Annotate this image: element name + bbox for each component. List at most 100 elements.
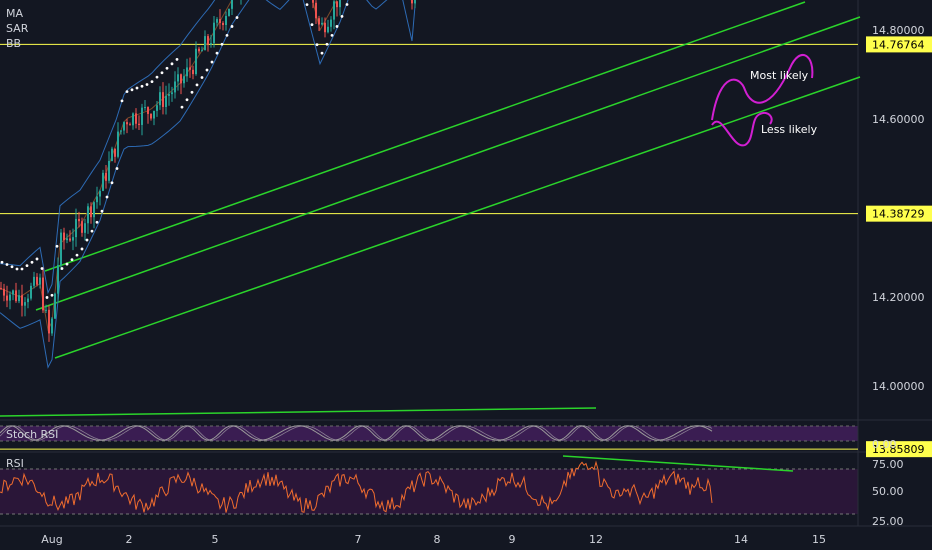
candle-body — [318, 18, 320, 25]
candle-body — [30, 285, 32, 299]
candle-body — [84, 223, 86, 233]
sar-dot — [35, 257, 39, 261]
trend-channel — [0, 1, 861, 472]
bb-upper — [0, 0, 216, 295]
sar-dot — [140, 84, 144, 88]
time-tick-label: 7 — [355, 533, 362, 546]
candle-body — [225, 15, 227, 25]
candle-body — [54, 293, 56, 319]
time-tick-label: 12 — [589, 533, 603, 546]
sar-dot — [0, 260, 4, 264]
candle-body — [126, 122, 128, 125]
level-badge — [866, 205, 932, 222]
sar-dot — [305, 3, 309, 7]
stoch-band — [0, 426, 858, 441]
sar-dot — [150, 80, 154, 84]
price-tick-label: 14.20000 — [872, 291, 925, 304]
candle-body — [96, 196, 98, 203]
candle-body — [192, 69, 194, 75]
candle-body — [195, 48, 197, 75]
sar-dot — [135, 86, 139, 90]
level-badge — [866, 441, 932, 458]
sar-dot — [210, 60, 214, 64]
candle-body — [117, 131, 119, 157]
time-tick-label: 15 — [812, 533, 826, 546]
sar-dot — [225, 33, 229, 37]
candle-body — [63, 232, 65, 241]
sar-dot — [65, 262, 69, 266]
bb-lower — [0, 0, 417, 369]
sar-dot — [95, 220, 99, 224]
candle-body — [333, 1, 335, 20]
candle-body — [201, 50, 203, 52]
candle-body — [336, 1, 338, 8]
sar-dot — [10, 265, 14, 269]
rsi-title[interactable]: RSI — [6, 457, 24, 470]
annotations: Most likely Less likely — [711, 54, 818, 147]
indicator-label-bb[interactable]: BB — [6, 37, 22, 50]
candle-body — [114, 148, 116, 157]
sar-dot — [170, 62, 174, 66]
sar-dot — [115, 167, 119, 170]
candle-body — [210, 43, 212, 45]
rsi-tick-label: 25.00 — [872, 515, 904, 528]
candle-body — [132, 113, 134, 126]
sar-dot — [235, 16, 239, 19]
sar-dot — [200, 76, 204, 79]
sar-dot — [20, 267, 24, 271]
candle-body — [186, 67, 188, 77]
sar-dot — [60, 267, 64, 270]
indicator-label-sar[interactable]: SAR — [6, 22, 29, 35]
sar-dot — [220, 42, 224, 46]
channel-line-0 — [44, 1, 806, 272]
sar-dot — [335, 25, 339, 28]
candle-body — [222, 22, 224, 25]
candle-body — [27, 298, 29, 303]
candle-body — [57, 265, 59, 294]
price-tick-label: 14.60000 — [872, 113, 925, 126]
scenario-less-likely — [711, 112, 773, 147]
sar-dot — [55, 244, 59, 248]
sar-dot — [125, 90, 129, 93]
candle-body — [159, 92, 161, 106]
rsi-path — [0, 460, 713, 513]
time-axis[interactable]: Aug 2 5 7 8 9 12 14 15 — [41, 533, 826, 546]
sar-dot — [160, 71, 164, 75]
candle-body — [129, 124, 131, 126]
candle-body — [45, 309, 47, 311]
sar-dot — [50, 293, 54, 297]
sar-dot — [180, 105, 184, 109]
rsi-band — [0, 469, 858, 514]
candle-body — [120, 130, 122, 132]
stoch-rsi-title[interactable]: Stoch RSI — [6, 428, 59, 441]
price-axis[interactable]: 15.8000015.6000014.6000014.2000014.00000… — [866, 0, 932, 528]
candle-body — [411, 0, 413, 4]
candle-body — [18, 295, 20, 302]
sar-dot — [325, 42, 329, 46]
sar-dot — [320, 51, 324, 55]
sar-dot — [345, 3, 349, 6]
candle-body — [135, 113, 137, 124]
sar-dot — [155, 75, 159, 79]
sar-dot — [100, 209, 104, 213]
sar-dot — [5, 263, 9, 266]
scenario-most-likely — [711, 54, 814, 121]
candle-body — [6, 295, 8, 301]
candle-body — [3, 288, 5, 296]
indicator-label-ma[interactable]: MA — [6, 7, 24, 20]
candle-body — [105, 172, 107, 181]
level-badge-label: 13.85809 — [872, 443, 925, 456]
stoch-k-line — [0, 425, 713, 441]
candle-body — [99, 190, 101, 197]
stoch-d-line — [0, 425, 713, 441]
candle-body — [180, 74, 182, 84]
sar-dot — [25, 264, 29, 268]
rsi-tick-label: 75.00 — [872, 458, 904, 471]
time-tick-label: 5 — [212, 533, 219, 546]
sar-dot — [90, 229, 94, 233]
candle-body — [90, 206, 92, 218]
candle-body — [165, 95, 167, 107]
sar-dot — [105, 195, 109, 199]
